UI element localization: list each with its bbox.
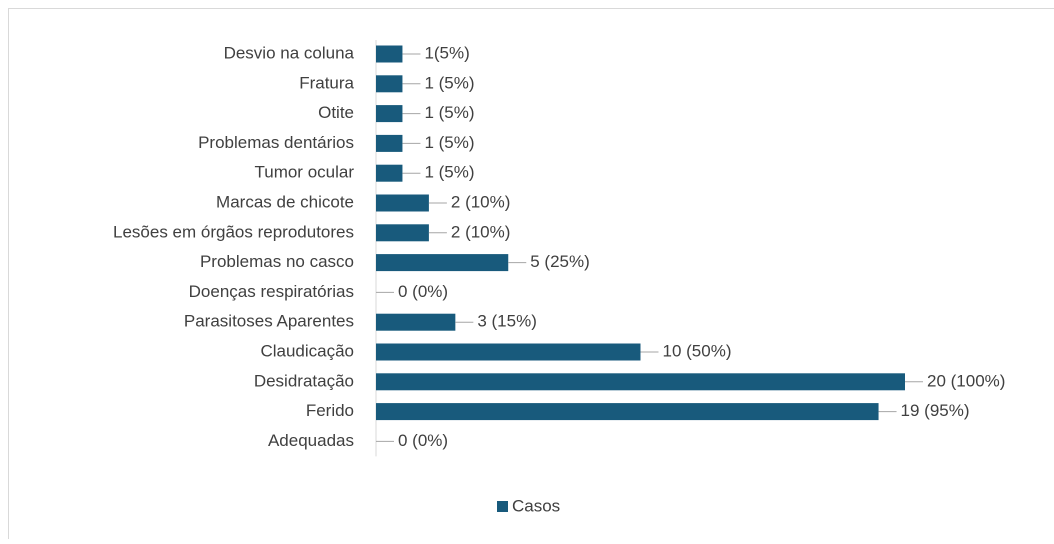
bar: [376, 254, 508, 271]
data-label: 1 (5%): [424, 73, 474, 92]
bar: [376, 75, 402, 92]
y-tick-label: Desidratação: [254, 371, 354, 390]
y-tick-label: Fratura: [299, 73, 354, 92]
data-label: 2 (10%): [451, 192, 511, 211]
y-tick-label: Desvio na coluna: [224, 43, 355, 62]
data-label: 1(5%): [424, 43, 469, 62]
data-label: 1 (5%): [424, 163, 474, 182]
data-label: 0 (0%): [398, 282, 448, 301]
bar: [376, 135, 402, 152]
data-label: 3 (15%): [477, 312, 537, 331]
data-label: 1 (5%): [424, 133, 474, 152]
legend-label: Casos: [512, 496, 560, 515]
bar: [376, 224, 429, 241]
y-tick-label: Claudicação: [260, 341, 354, 360]
bar: [376, 165, 402, 182]
data-label: 20 (100%): [927, 371, 1005, 390]
bar: [376, 105, 402, 122]
y-tick-label: Otite: [318, 103, 354, 122]
y-tick-label: Tumor ocular: [254, 163, 354, 182]
bar: [376, 46, 402, 63]
y-tick-label: Parasitoses Aparentes: [184, 312, 354, 331]
data-label: 1 (5%): [424, 103, 474, 122]
legend-swatch: [497, 501, 508, 512]
data-label: 0 (0%): [398, 431, 448, 450]
y-tick-label: Problemas dentários: [198, 133, 354, 152]
bar: [376, 373, 905, 390]
y-tick-label: Marcas de chicote: [216, 192, 354, 211]
y-tick-label: Problemas no casco: [200, 252, 354, 271]
y-tick-label: Ferido: [306, 401, 354, 420]
bar: [376, 195, 429, 212]
bar: [376, 344, 641, 361]
data-label: 10 (50%): [663, 341, 732, 360]
bar: [376, 403, 879, 420]
data-label: 19 (95%): [901, 401, 970, 420]
bar: [376, 314, 455, 331]
data-label: 5 (25%): [530, 252, 590, 271]
data-label: 2 (10%): [451, 222, 511, 241]
y-tick-label: Doenças respiratórias: [189, 282, 354, 301]
chart-frame: [9, 9, 1054, 540]
y-tick-label: Adequadas: [268, 431, 354, 450]
y-tick-label: Lesões em órgãos reprodutores: [113, 222, 354, 241]
